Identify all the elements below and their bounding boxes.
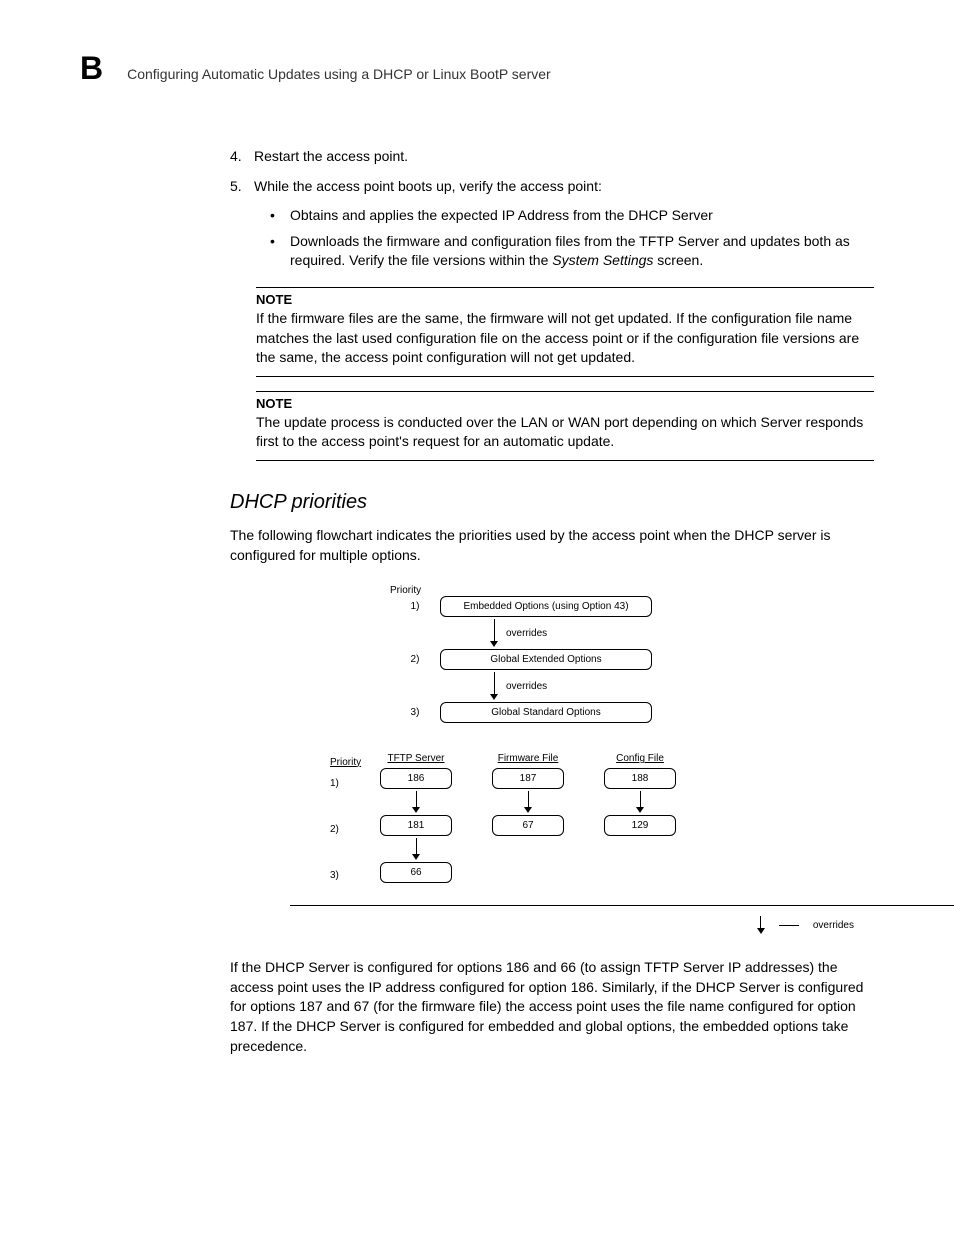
flowchart-box: Embedded Options (using Option 43) xyxy=(440,596,652,617)
step-text: Restart the access point. xyxy=(254,147,874,167)
page-header: B Configuring Automatic Updates using a … xyxy=(80,50,874,87)
section-intro: The following flowchart indicates the pr… xyxy=(230,526,874,565)
flowchart-box: 186 xyxy=(380,768,452,789)
section-heading: DHCP priorities xyxy=(230,491,874,514)
flowchart-override-label: overrides xyxy=(506,628,547,639)
flowchart-col-firmware: Firmware File 187 67 xyxy=(492,753,564,887)
flowchart-connector xyxy=(779,925,799,926)
step-number: 5. xyxy=(230,177,254,197)
flowchart-col-header: Config File xyxy=(616,753,664,764)
flowchart-box: Global Extended Options xyxy=(440,649,652,670)
arrow-down-icon xyxy=(636,791,644,813)
flowchart-box: 187 xyxy=(492,768,564,789)
flowchart-priority-header: Priority xyxy=(330,753,361,771)
flowchart-box: 181 xyxy=(380,815,452,836)
step-text: While the access point boots up, verify … xyxy=(254,177,874,197)
flowchart-col-header: TFTP Server xyxy=(387,753,444,764)
bullet-item: • Downloads the firmware and configurati… xyxy=(270,232,874,271)
arrow-down-icon xyxy=(757,916,765,934)
flowchart-col-header: Firmware File xyxy=(498,753,559,764)
flowchart-box: 129 xyxy=(604,815,676,836)
flowchart-col-tftp: TFTP Server 186 181 66 xyxy=(380,753,452,887)
step-5: 5. While the access point boots up, veri… xyxy=(230,177,874,197)
flowchart-bottom-section: Priority 1) 2) 3) TFTP Server 186 xyxy=(330,753,874,934)
flowchart-priority-num: 3) xyxy=(390,707,440,718)
note-label: NOTE xyxy=(256,396,874,411)
page: B Configuring Automatic Updates using a … xyxy=(0,0,954,1130)
note-block: NOTE The update process is conducted ove… xyxy=(256,391,874,461)
flowchart-override-row: overrides xyxy=(330,916,854,934)
flowchart-col-config: Config File 188 129 xyxy=(604,753,676,887)
bullet-item: • Obtains and applies the expected IP Ad… xyxy=(270,206,874,226)
bullet-text: Downloads the firmware and configuration… xyxy=(290,232,874,271)
arrow-down-icon xyxy=(524,791,532,813)
flowchart-box: Global Standard Options xyxy=(440,702,652,723)
bullet-text-italic: System Settings xyxy=(552,252,653,268)
content-area: 4. Restart the access point. 5. While th… xyxy=(230,147,874,1056)
page-header-title: Configuring Automatic Updates using a DH… xyxy=(127,66,551,82)
flowchart-box: 67 xyxy=(492,815,564,836)
flowchart-priority-num: 1) xyxy=(390,601,440,612)
flowchart-override-label: overrides xyxy=(506,681,547,692)
appendix-letter: B xyxy=(80,50,103,87)
note-text: The update process is conducted over the… xyxy=(256,413,874,452)
bullet-dot-icon: • xyxy=(270,206,290,226)
arrow-down-icon xyxy=(490,672,498,700)
bullet-dot-icon: • xyxy=(270,232,290,271)
flowchart-override-label: overrides xyxy=(813,920,854,931)
flowchart-priority-num: 3) xyxy=(330,863,339,887)
note-label: NOTE xyxy=(256,292,874,307)
bullet-text-post: screen. xyxy=(653,252,703,268)
step-4: 4. Restart the access point. xyxy=(230,147,874,167)
bullet-list: • Obtains and applies the expected IP Ad… xyxy=(270,206,874,271)
note-block: NOTE If the firmware files are the same,… xyxy=(256,287,874,377)
flowchart-top-section: Priority 1) Embedded Options (using Opti… xyxy=(390,585,874,723)
flowchart-priority-num: 2) xyxy=(390,654,440,665)
note-text: If the firmware files are the same, the … xyxy=(256,309,874,368)
arrow-down-icon xyxy=(412,838,420,860)
arrow-down-icon xyxy=(412,791,420,813)
flowchart-box: 66 xyxy=(380,862,452,883)
section-outro: If the DHCP Server is configured for opt… xyxy=(230,958,874,1056)
flowchart-priority-column: Priority 1) 2) 3) xyxy=(330,753,380,887)
flowchart-box: 188 xyxy=(604,768,676,789)
flowchart-priority-header: Priority xyxy=(390,585,440,596)
flowchart-divider xyxy=(290,905,954,906)
flowchart-priority-num: 1) xyxy=(330,771,339,795)
bullet-text: Obtains and applies the expected IP Addr… xyxy=(290,206,713,226)
flowchart-priority-num: 2) xyxy=(330,817,339,841)
step-number: 4. xyxy=(230,147,254,167)
flowchart: Priority 1) Embedded Options (using Opti… xyxy=(330,585,874,934)
arrow-down-icon xyxy=(490,619,498,647)
